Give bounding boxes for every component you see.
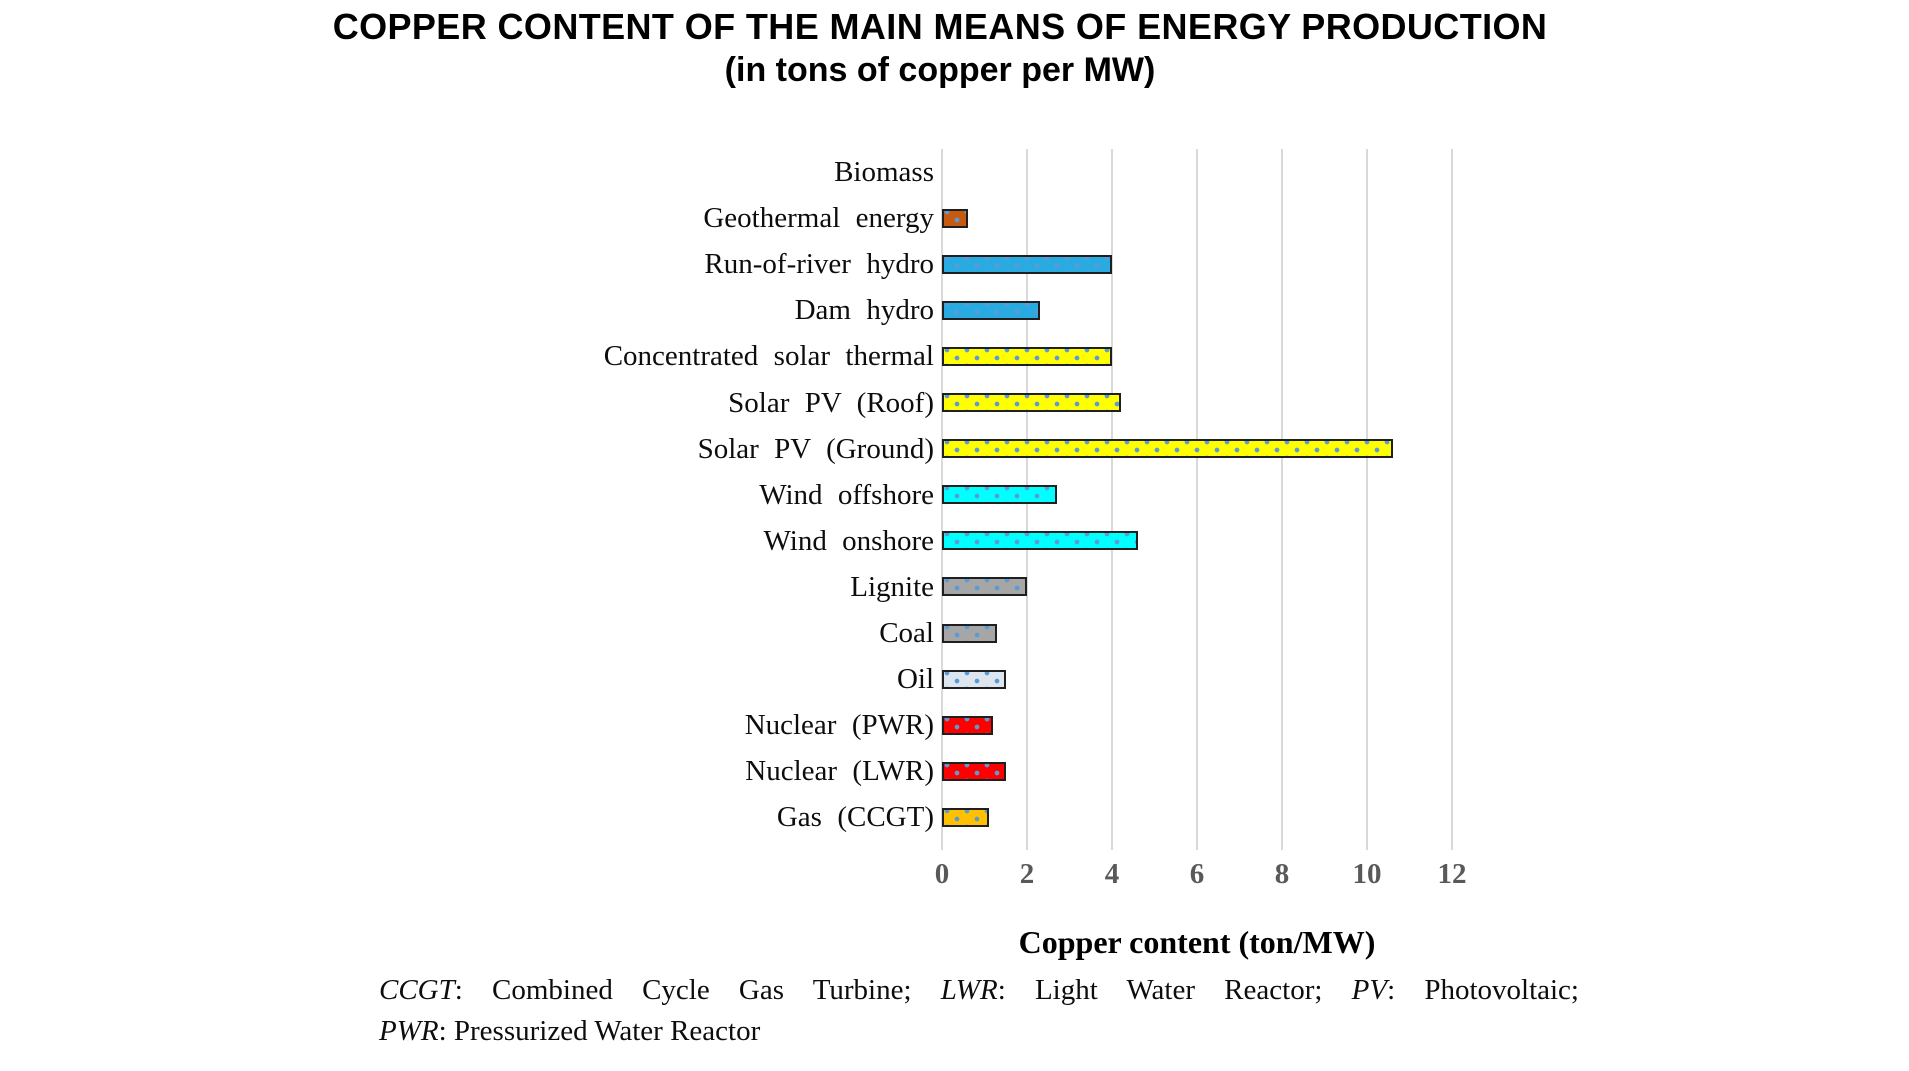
category-label-nuclear-lwr: Nuclear (LWR) bbox=[745, 755, 934, 788]
gridline-x-4 bbox=[1111, 149, 1113, 850]
footnote-text: : Photovoltaic; bbox=[1387, 974, 1579, 1006]
category-label-wind-onshore: Wind onshore bbox=[763, 524, 934, 557]
category-label-dam-hydro: Dam hydro bbox=[794, 294, 934, 327]
footnote-text: : Light Water Reactor; bbox=[997, 974, 1352, 1006]
footnote-abbrev: CCGT bbox=[379, 974, 455, 1006]
category-label-run-of-river-hydro: Run-of-river hydro bbox=[704, 248, 934, 281]
category-label-wind-offshore: Wind offshore bbox=[759, 478, 934, 511]
bar-lignite bbox=[942, 577, 1027, 597]
footnote-abbrev: PWR bbox=[379, 1015, 439, 1047]
x-tick-label-12: 12 bbox=[1437, 858, 1467, 890]
footnote-line-2: PWR: Pressurized Water Reactor bbox=[379, 1011, 1579, 1052]
bar-gas-ccgt bbox=[942, 807, 989, 827]
x-tick-label-2: 2 bbox=[1019, 858, 1035, 890]
x-tick-label-10: 10 bbox=[1352, 858, 1382, 890]
footnote: CCGT: Combined Cycle Gas Turbine; LWR: L… bbox=[379, 970, 1579, 1052]
category-label-solar-pv-ground: Solar PV (Ground) bbox=[697, 432, 934, 465]
category-label-coal: Coal bbox=[879, 617, 934, 649]
chart-title: COPPER CONTENT OF THE MAIN MEANS OF ENER… bbox=[332, 6, 1548, 47]
gridline-x-6 bbox=[1196, 149, 1198, 850]
category-label-biomass: Biomass bbox=[834, 156, 934, 188]
bar-coal bbox=[942, 623, 998, 643]
chart-title-block: COPPER CONTENT OF THE MAIN MEANS OF ENER… bbox=[0, 4, 1880, 91]
bar-dam-hydro bbox=[942, 300, 1040, 320]
x-tick-label-8: 8 bbox=[1274, 858, 1290, 890]
category-label-oil: Oil bbox=[896, 663, 934, 696]
bar-run-of-river-hydro bbox=[942, 254, 1112, 274]
x-tick-label-4: 4 bbox=[1104, 858, 1120, 890]
gridline-x-12 bbox=[1451, 149, 1453, 850]
bar-concentrated-solar-thermal bbox=[942, 346, 1112, 366]
footnote-text: : Pressurized Water Reactor bbox=[438, 1015, 761, 1047]
category-label-lignite: Lignite bbox=[850, 570, 934, 603]
footnote-abbrev: LWR bbox=[940, 974, 998, 1006]
bar-nuclear-lwr bbox=[942, 761, 1006, 781]
footnote-text: : Combined Cycle Gas Turbine; bbox=[454, 974, 941, 1006]
bar-geothermal-energy bbox=[942, 208, 968, 228]
bar-oil bbox=[942, 669, 1006, 689]
footnote-line-1: CCGT: Combined Cycle Gas Turbine; LWR: L… bbox=[379, 970, 1579, 1011]
gridline-x-10 bbox=[1366, 149, 1368, 850]
x-axis-title: Copper content (ton/MW) bbox=[1018, 924, 1376, 960]
category-label-nuclear-pwr: Nuclear (PWR) bbox=[744, 709, 934, 742]
bar-solar-pv-roof bbox=[942, 393, 1121, 412]
bar-wind-onshore bbox=[942, 531, 1138, 551]
x-tick-label-6: 6 bbox=[1189, 858, 1205, 890]
chart-subtitle: (in tons of copper per MW) bbox=[724, 51, 1156, 89]
bar-solar-pv-ground bbox=[942, 439, 1393, 459]
gridline-x-8 bbox=[1281, 149, 1283, 850]
category-label-gas-ccgt: Gas (CCGT) bbox=[776, 801, 934, 834]
bar-wind-offshore bbox=[942, 485, 1057, 505]
category-label-concentrated-solar-thermal: Concentrated solar thermal bbox=[603, 340, 934, 373]
category-label-geothermal-energy: Geothermal energy bbox=[703, 202, 934, 235]
footnote-abbrev: PV bbox=[1351, 974, 1388, 1006]
x-tick-label-0: 0 bbox=[934, 858, 950, 890]
plot-area bbox=[941, 149, 1453, 850]
bar-nuclear-pwr bbox=[942, 715, 993, 735]
category-label-solar-pv-roof: Solar PV (Roof) bbox=[728, 386, 934, 419]
